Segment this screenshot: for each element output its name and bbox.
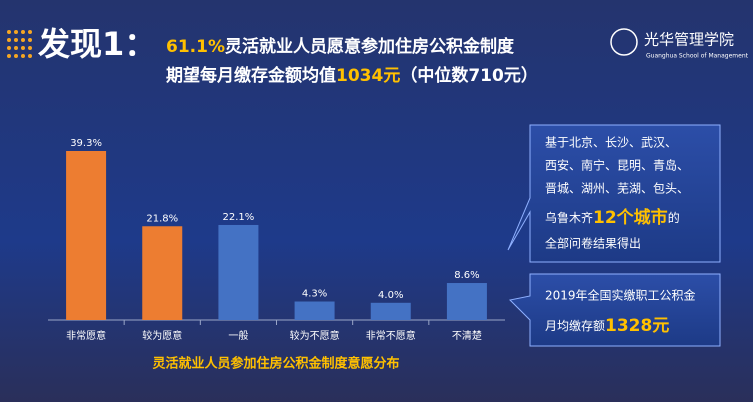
x-tick-label: 较为不愿意 — [290, 329, 340, 342]
bar — [66, 151, 107, 320]
callout-text: 2019年全国实缴职工公积金 — [545, 288, 696, 303]
logo-subtitle: Guanghua School of Management — [646, 53, 749, 60]
value-label: 22.1% — [223, 212, 255, 223]
highlight: 61.1% — [166, 37, 225, 57]
x-tick-label: 非常不愿意 — [366, 329, 416, 342]
value-label: 8.6% — [454, 270, 479, 281]
x-tick-label: 不清楚 — [452, 329, 482, 342]
x-tick-label: 非常愿意 — [66, 329, 106, 342]
highlight: 1328元 — [605, 316, 669, 336]
value-label: 21.8% — [146, 213, 178, 224]
highlight: 12个城市 — [593, 207, 668, 228]
value-label: 39.3% — [70, 138, 102, 149]
dot-icon — [7, 30, 32, 58]
slide-title: 发现1： — [38, 25, 156, 63]
headline: 期望每月缴存金额均值1034元（中位数710元） — [166, 65, 538, 86]
callout-text: 乌鲁木齐 — [545, 210, 593, 225]
bar — [446, 283, 487, 320]
value-label: 4.3% — [302, 289, 327, 300]
bar — [370, 302, 411, 320]
highlight: 1034元 — [336, 66, 400, 86]
headline-text: （中位数710元） — [400, 65, 538, 86]
x-tick-label: 一般 — [228, 329, 248, 342]
headline-text: 灵活就业人员愿意参加住房公积金制度 — [225, 36, 515, 57]
x-tick-label: 较为愿意 — [142, 329, 182, 342]
bar — [142, 226, 183, 320]
chart-title: 灵活就业人员参加住房公积金制度意愿分布 — [152, 356, 399, 372]
plot: 非常愿意 39.3% 较为愿意 21.8% 一般 22.1% 较为不愿意 4.3% 非常不愿意 4… — [66, 138, 487, 342]
callout-text: 的 — [668, 210, 680, 225]
callout-text: 晋城、湖州、芜湖、包头、 — [545, 181, 689, 196]
callout-text: 月均缴存额1328元 — [545, 316, 669, 336]
callout-text: 乌鲁木齐12个城市的 — [545, 207, 680, 228]
callout-text: 全部问卷结果得出 — [545, 236, 641, 251]
bar — [218, 224, 259, 320]
callout-text: 月均缴存额 — [545, 318, 605, 333]
callout-box — [508, 273, 721, 347]
headline-text: 期望每月缴存金额均值 — [166, 65, 336, 86]
callout-text: 西安、南宁、昆明、青岛、 — [545, 158, 689, 173]
logo-emblem — [610, 28, 638, 56]
value-label: 4.0% — [378, 290, 403, 301]
callout-text: 基于北京、长沙、武汉、 — [545, 136, 677, 150]
headline: 61.1%灵活就业人员愿意参加住房公积金制度 — [166, 36, 515, 57]
logo-name: 光华管理学院 — [644, 31, 734, 49]
callout-box — [507, 124, 721, 263]
bar — [294, 301, 335, 320]
